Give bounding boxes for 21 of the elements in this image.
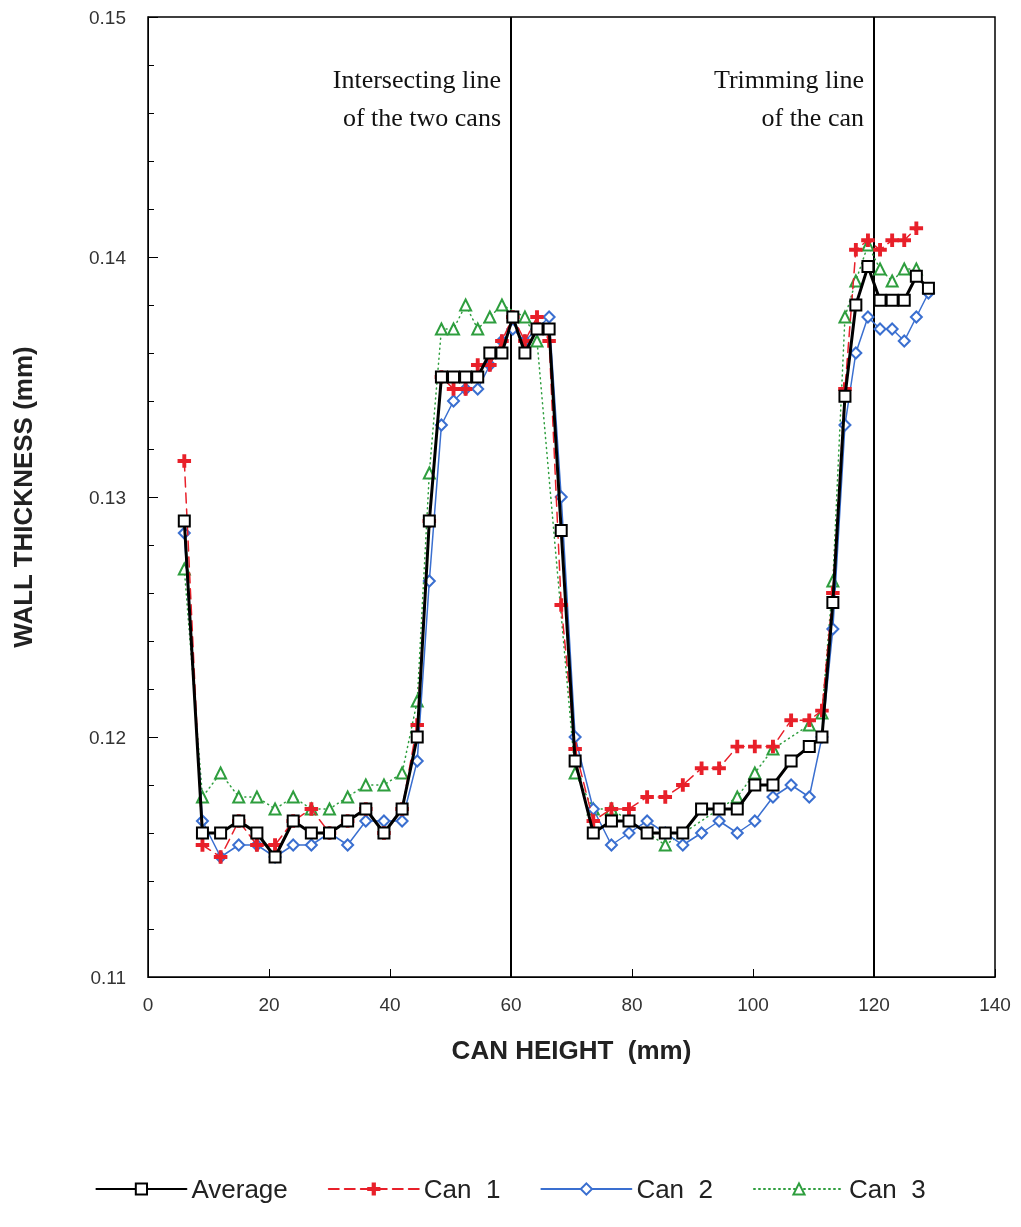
y-tick-label: 0.12 [89,726,126,748]
x-tick-label: 60 [500,994,522,1015]
legend-label: Can 2 [636,1174,713,1204]
legend-label: Can 3 [848,1174,926,1204]
x-axis-title: CAN HEIGHT (mm) [451,1035,692,1065]
legend-label: Can 1 [423,1174,501,1204]
y-axis-title: WALL THICKNESS (mm) [8,346,38,648]
x-tick-label: 40 [379,994,401,1015]
legend-label: Average [191,1174,288,1204]
x-tick-label: 140 [979,994,1011,1015]
x-tick-label: 120 [858,994,890,1015]
x-tick-label: 80 [621,994,643,1015]
y-tick-label: 0.14 [89,246,127,268]
x-tick-label: 100 [737,994,769,1015]
y-tick-label: 0.15 [89,6,126,28]
x-tick-label: 0 [142,994,154,1015]
x-tick-label: 20 [258,994,280,1015]
y-tick-label: 0.13 [89,486,126,508]
y-tick-label: 0.11 [90,966,126,988]
ref-line-label: Intersecting line of the two cans [332,64,501,132]
ref-line-label: Trimming line of the can [713,64,864,132]
